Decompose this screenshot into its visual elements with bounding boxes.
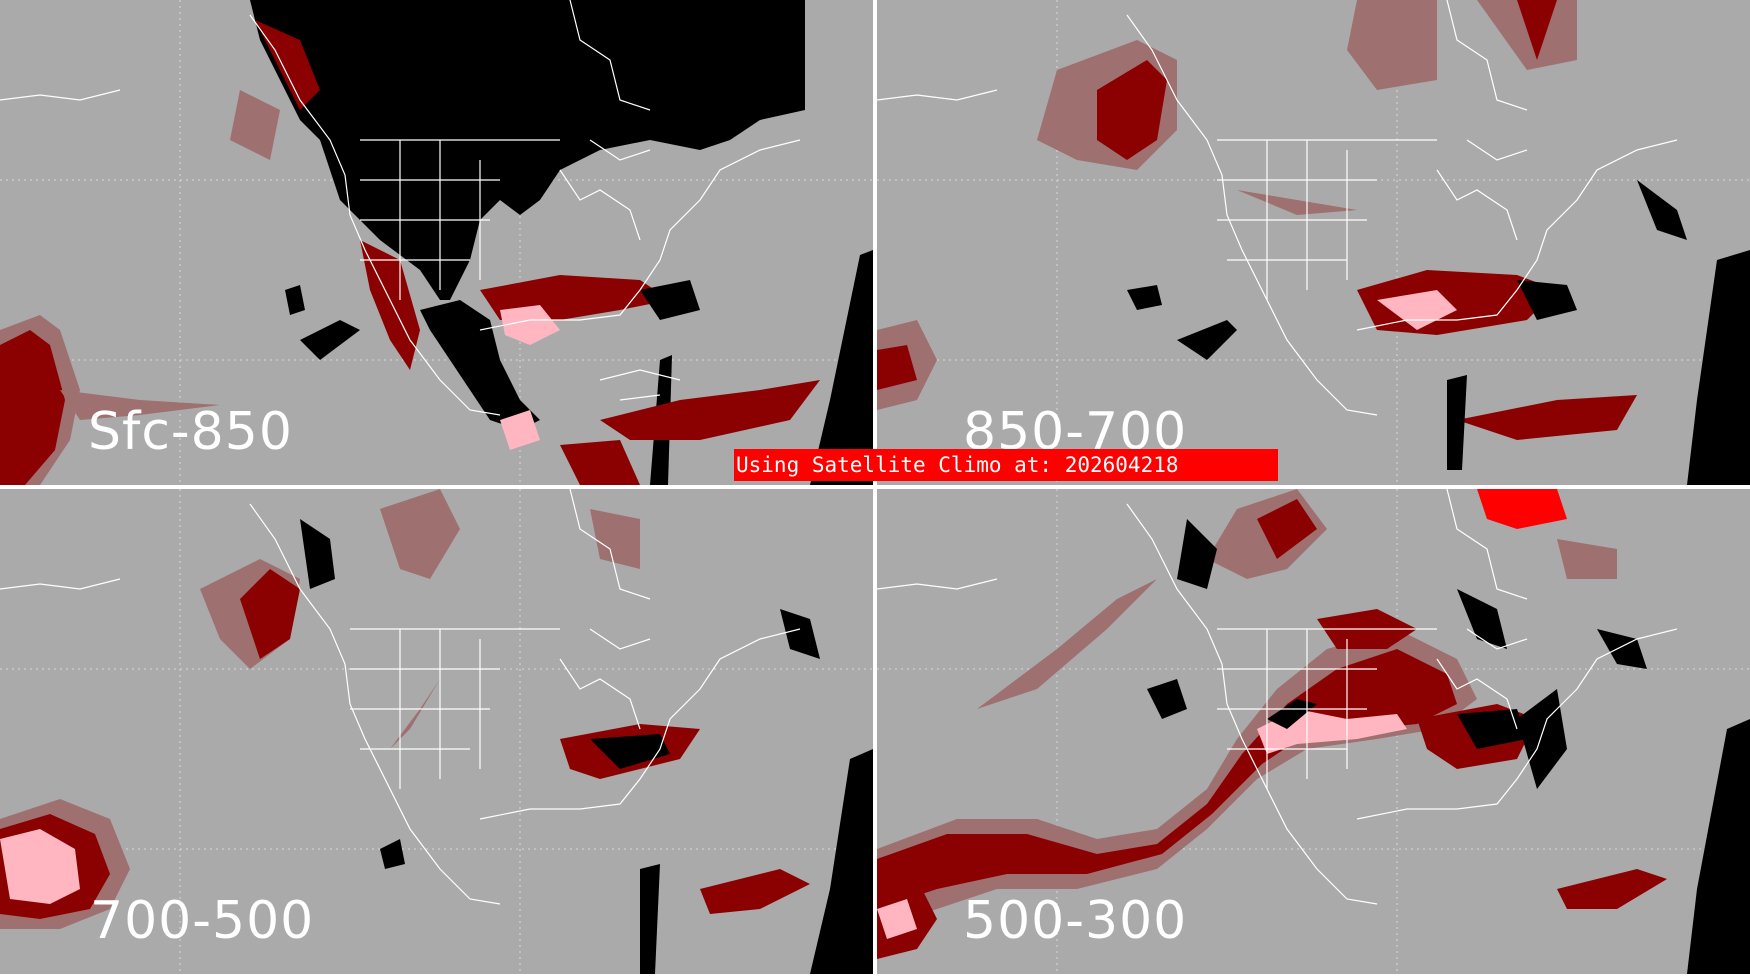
panel-label: 500-300 [963, 891, 1188, 951]
map-700-500 [0, 489, 873, 974]
climo-banner: Using Satellite Climo at: 202604218 [734, 449, 1278, 481]
graticule [0, 489, 873, 974]
borders [877, 0, 1678, 416]
panel-sfc-850: Sfc-850 [0, 0, 873, 485]
cloud-max [1477, 489, 1567, 529]
panel-500-300: 500-300 [877, 489, 1750, 974]
no-data-swath [810, 250, 873, 485]
map-sfc-850 [0, 0, 873, 485]
borders [0, 0, 801, 416]
panel-label: 700-500 [90, 891, 315, 951]
borders [877, 489, 1678, 905]
map-500-300 [877, 489, 1750, 974]
borders [0, 489, 801, 905]
map-850-700 [877, 0, 1750, 485]
panel-850-700: 850-700 [877, 0, 1750, 485]
no-data-mexico [420, 300, 540, 430]
panel-label: Sfc-850 [88, 402, 293, 462]
panel-700-500: 700-500 [0, 489, 873, 974]
no-data-region [250, 0, 805, 300]
graticule [877, 0, 1750, 485]
graticule [0, 0, 873, 485]
